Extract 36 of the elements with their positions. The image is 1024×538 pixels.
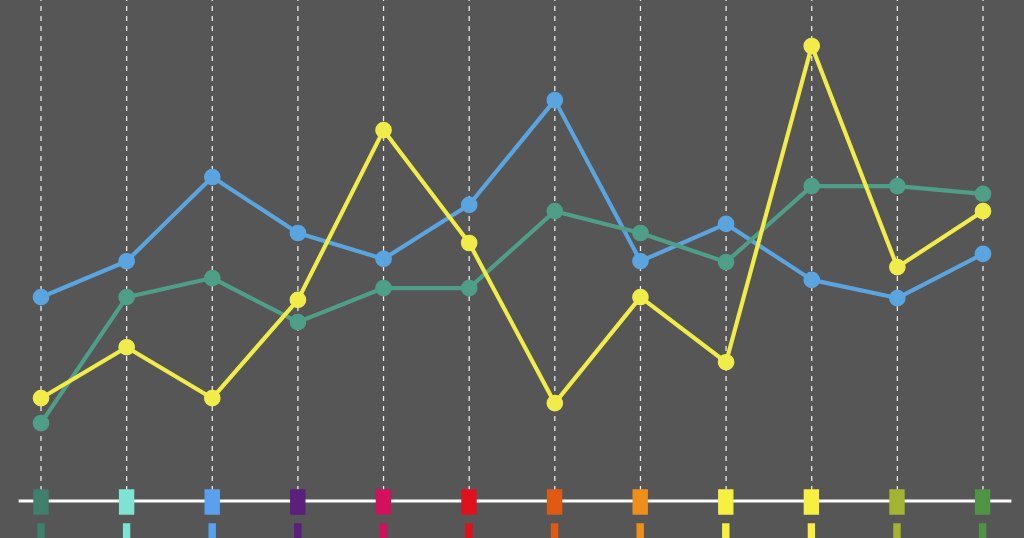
point [289,224,307,242]
point [375,279,392,297]
point [118,252,135,270]
point [717,353,735,371]
point [460,234,478,252]
point [32,288,50,306]
point [460,196,478,214]
point [889,289,906,307]
point [974,202,992,220]
point [889,258,906,276]
point [32,414,50,432]
point [460,279,478,297]
point [717,215,735,233]
point [203,168,221,186]
point [289,313,307,331]
point [889,177,906,195]
point [203,389,221,407]
point [803,177,821,195]
point [546,91,564,109]
point [546,394,564,412]
point [118,288,135,306]
point [632,252,649,270]
point [632,224,649,242]
point [717,253,735,271]
point [118,338,135,356]
point [974,245,992,263]
point [974,185,992,203]
point [289,291,307,309]
point [375,121,392,139]
point [632,288,649,306]
point [546,202,564,220]
point [375,250,392,268]
point [32,389,50,407]
point [803,271,821,289]
point [803,37,821,55]
point [203,269,221,287]
